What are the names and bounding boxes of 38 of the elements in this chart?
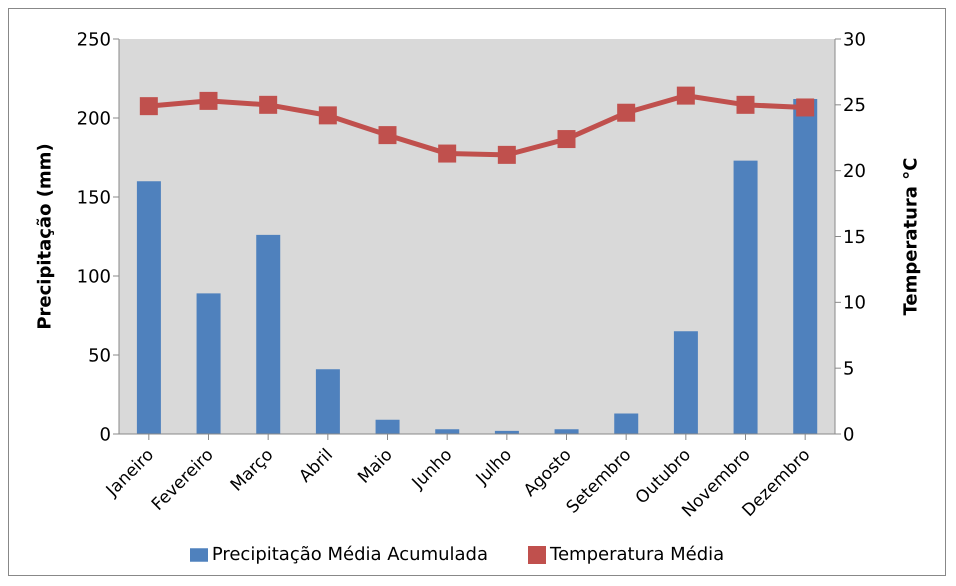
y2-tick-label: 5 xyxy=(843,358,854,380)
bar xyxy=(376,420,400,434)
y-tick-label: 200 xyxy=(76,108,111,130)
y2-tick-label: 15 xyxy=(843,226,866,248)
point xyxy=(200,92,218,110)
point xyxy=(617,104,636,122)
y2-tick-label: 0 xyxy=(843,424,854,446)
bar xyxy=(793,99,818,434)
point xyxy=(438,144,456,163)
point xyxy=(558,130,576,148)
point xyxy=(318,106,337,124)
point xyxy=(676,86,695,105)
bar xyxy=(614,413,638,434)
y-tick-label: 50 xyxy=(88,345,111,366)
point xyxy=(736,96,754,114)
y2-tick-label: 10 xyxy=(843,292,866,314)
bar xyxy=(136,181,161,434)
point xyxy=(498,146,516,164)
legend-label: Precipitação Média Acumulada xyxy=(212,544,488,565)
y2-axis-title: Temperatura °C xyxy=(900,158,922,316)
y-tick-label: 0 xyxy=(100,424,111,446)
bar xyxy=(316,369,340,434)
point xyxy=(796,98,814,116)
y-tick-label: 150 xyxy=(76,187,111,208)
point xyxy=(259,96,278,114)
bar xyxy=(734,160,758,434)
point xyxy=(140,97,158,116)
legend-label: Temperatura Média xyxy=(550,544,724,565)
y-tick-label: 250 xyxy=(76,29,111,50)
y2-tick-label: 30 xyxy=(843,29,866,50)
y-tick-label: 100 xyxy=(76,266,111,288)
bar xyxy=(256,234,280,434)
point xyxy=(378,126,396,144)
y-axis-title: Precipitação (mm) xyxy=(34,143,56,330)
y2-tick-label: 20 xyxy=(843,161,866,182)
bar xyxy=(674,331,698,434)
bar xyxy=(196,293,221,434)
y2-tick-label: 25 xyxy=(843,95,866,116)
